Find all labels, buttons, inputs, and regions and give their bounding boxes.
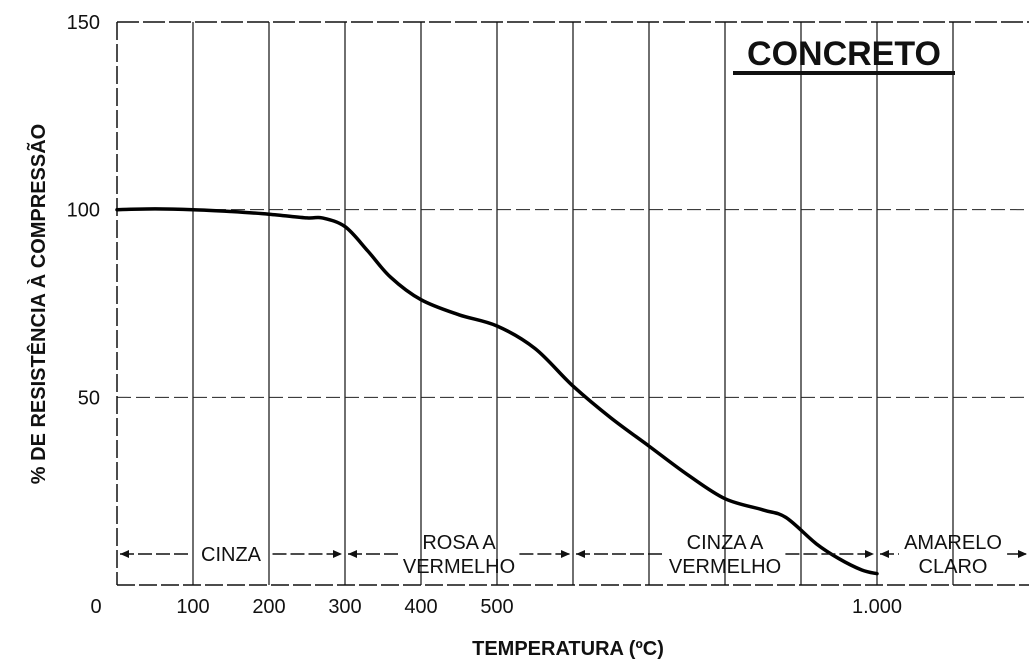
band-arrow-head (120, 550, 129, 558)
series-line (115, 207, 879, 576)
grid-layer (117, 22, 1029, 585)
x-tick-label: 0 (90, 596, 101, 618)
y-tick-label: 50 (78, 387, 100, 409)
band-arrow-head (880, 550, 889, 558)
band-arrow-head (1018, 550, 1027, 558)
band-label: AMARELO CLARO (904, 532, 1002, 578)
band-arrow-head (865, 550, 874, 558)
band-label: CINZA A VERMELHO (669, 532, 781, 578)
x-tick-label: 300 (328, 596, 361, 618)
chart-title-group: CONCRETO (733, 35, 955, 75)
y-tick-label: 100 (67, 200, 100, 222)
x-tick-label: 400 (404, 596, 437, 618)
y-axis-title: % DE RESISTÊNCIA À COMPRESSÃO (26, 124, 50, 484)
plot-frame (116, 21, 1029, 586)
series-layer (115, 207, 879, 576)
x-tick-label: 200 (252, 596, 285, 618)
band-label: ROSA A VERMELHO (403, 532, 515, 578)
x-axis-title: TEMPERATURA (ºC) (472, 638, 664, 660)
band-layer: CINZA ROSA A VERMELHO CINZA A VERMELHO AMAREL… (120, 532, 1027, 578)
band-label: CINZA (201, 544, 262, 566)
chart-title: CONCRETO (747, 35, 941, 73)
band-arrow-head (561, 550, 570, 558)
y-tick-label: 150 (67, 12, 100, 34)
band-4: AMARELO CLARO (880, 532, 1026, 578)
band-1: CINZA (120, 544, 342, 566)
band-arrow-head (348, 550, 357, 558)
tick-layer: 50 100 150 0 100 200 300 400 500 1.000 (67, 12, 902, 618)
x-tick-label: 1.000 (852, 596, 902, 618)
x-tick-label: 100 (176, 596, 209, 618)
band-2: ROSA A VERMELHO (348, 532, 570, 578)
band-arrow-head (576, 550, 585, 558)
x-tick-label: 500 (480, 596, 513, 618)
band-3: CINZA A VERMELHO (576, 532, 874, 578)
band-arrow-head (333, 550, 342, 558)
